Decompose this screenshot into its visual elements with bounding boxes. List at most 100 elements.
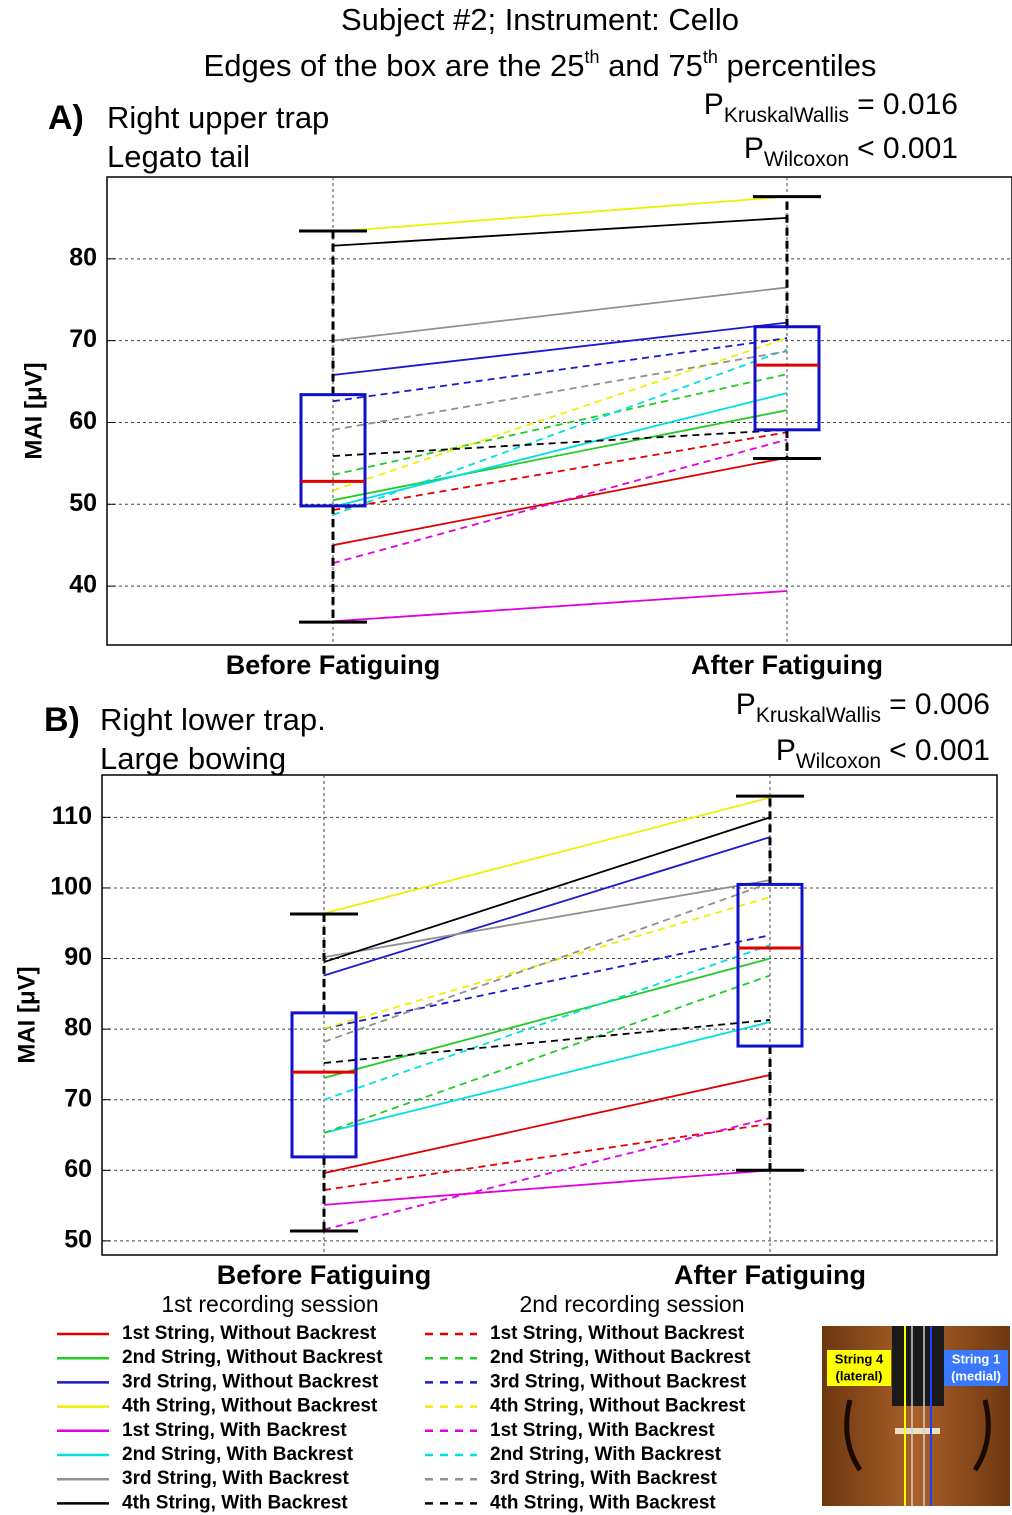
box xyxy=(290,1011,358,1159)
series-line xyxy=(323,1021,771,1134)
series-line xyxy=(332,373,788,476)
series-line xyxy=(323,1117,771,1231)
legend-label: 3rd String, With Backrest xyxy=(122,1468,349,1489)
p-value: PKruskalWallis = 0.006 xyxy=(736,688,990,727)
legend-label: 2nd String, With Backrest xyxy=(490,1444,722,1465)
panel-title: Legato tail xyxy=(107,139,250,174)
image-label: (medial) xyxy=(951,1368,1001,1383)
x-tick-label: Before Fatiguing xyxy=(217,1260,432,1290)
legend-label: 2nd String, Without Backrest xyxy=(122,1347,383,1368)
p-symbol: P xyxy=(704,88,724,121)
plot-area xyxy=(106,176,1012,646)
p-value: PWilcoxon < 0.001 xyxy=(776,734,990,773)
series-line xyxy=(332,348,788,516)
series-line xyxy=(332,217,788,247)
p-subscript: Wilcoxon xyxy=(764,148,849,171)
superscript: th xyxy=(584,47,599,67)
y-tick-label: 60 xyxy=(64,1155,92,1183)
plot-area xyxy=(101,774,998,1256)
series-line xyxy=(323,934,771,1030)
image-label: String 4 xyxy=(835,1351,884,1366)
legend-label: 2nd String, With Backrest xyxy=(122,1444,354,1465)
series-line xyxy=(323,1169,771,1206)
legend-title: 2nd recording session xyxy=(519,1291,744,1317)
legend-label: 3rd String, With Backrest xyxy=(490,1468,717,1489)
series-line xyxy=(332,195,788,233)
y-tick-label: 90 xyxy=(64,943,92,971)
legend-label: 4th String, With Backrest xyxy=(490,1492,716,1513)
series-line xyxy=(323,836,771,977)
panel-title: Right lower trap. xyxy=(100,702,326,737)
series-line xyxy=(323,944,771,1101)
legend-label: 2nd String, Without Backrest xyxy=(490,1347,751,1368)
p-text: = 0.006 xyxy=(889,688,990,721)
legend-label: 3rd String, Without Backrest xyxy=(490,1371,747,1392)
p-symbol: P xyxy=(776,734,796,767)
series-line xyxy=(332,337,788,403)
y-tick-label: 50 xyxy=(64,1225,92,1253)
p-subscript: KruskalWallis xyxy=(756,704,881,727)
series-line xyxy=(332,409,788,502)
legend-label: 1st String, With Backrest xyxy=(490,1420,715,1441)
series-line xyxy=(332,431,788,511)
figure-subtitle: Edges of the box are the 25th and 75th p… xyxy=(204,47,877,83)
series-line xyxy=(332,456,788,547)
x-tick-label: After Fatiguing xyxy=(691,650,883,680)
p-value: PKruskalWallis = 0.016 xyxy=(704,88,958,127)
legend-label: 4th String, Without Backrest xyxy=(490,1396,746,1417)
series-line xyxy=(323,882,771,1043)
p-symbol: P xyxy=(736,688,756,721)
p-subscript: Wilcoxon xyxy=(796,750,881,773)
cello-image xyxy=(822,1326,1010,1506)
series-line xyxy=(323,1122,771,1191)
series-line xyxy=(323,1074,771,1174)
series-line xyxy=(332,286,788,342)
figure-title: Subject #2; Instrument: Cello xyxy=(341,2,739,37)
legend-label: 1st String, With Backrest xyxy=(122,1420,347,1441)
p-text: < 0.001 xyxy=(857,132,958,165)
legend-label: 1st String, Without Backrest xyxy=(490,1323,745,1344)
series-line xyxy=(323,879,771,959)
superscript: th xyxy=(703,47,718,67)
box xyxy=(753,325,821,432)
series-line xyxy=(323,957,771,1079)
y-tick-label: 40 xyxy=(69,571,97,599)
y-tick-label: 100 xyxy=(50,873,92,901)
x-tick-label: After Fatiguing xyxy=(674,1260,866,1290)
subtitle-part: Edges of the box are the 25 xyxy=(204,48,585,83)
box xyxy=(299,393,367,508)
series-line xyxy=(332,350,788,431)
series-line xyxy=(323,816,771,963)
y-tick-label: 110 xyxy=(52,802,92,830)
panel-label: A) xyxy=(48,99,84,137)
legend-label: 4th String, With Backrest xyxy=(122,1492,348,1513)
y-tick-label: 70 xyxy=(69,325,97,353)
y-tick-label: 80 xyxy=(69,243,97,271)
series-line xyxy=(332,321,788,376)
y-tick-label: 60 xyxy=(69,407,97,435)
legend-label: 4th String, Without Backrest xyxy=(122,1396,378,1417)
y-tick-label: 70 xyxy=(64,1084,92,1112)
legend-title: 1st recording session xyxy=(161,1291,378,1317)
series-line xyxy=(323,796,771,915)
series-line xyxy=(323,896,771,1030)
p-text: < 0.001 xyxy=(889,734,990,767)
y-axis-label: MAI [μV] xyxy=(20,362,47,459)
p-text: = 0.016 xyxy=(857,88,958,121)
series-line xyxy=(323,1019,771,1064)
legend-label: 1st String, Without Backrest xyxy=(122,1323,377,1344)
series-line xyxy=(332,438,788,565)
panel-title: Right upper trap xyxy=(107,100,329,135)
p-value: PWilcoxon < 0.001 xyxy=(744,132,958,171)
box xyxy=(736,882,804,1048)
p-symbol: P xyxy=(744,132,764,165)
series-line xyxy=(332,392,788,508)
image-label: (lateral) xyxy=(836,1368,883,1383)
subtitle-part: and 75 xyxy=(599,48,702,83)
y-axis-label: MAI [μV] xyxy=(13,966,40,1063)
series-line xyxy=(332,428,788,457)
subtitle-part: percentiles xyxy=(718,48,877,83)
p-subscript: KruskalWallis xyxy=(724,104,849,127)
series-line xyxy=(332,590,788,623)
